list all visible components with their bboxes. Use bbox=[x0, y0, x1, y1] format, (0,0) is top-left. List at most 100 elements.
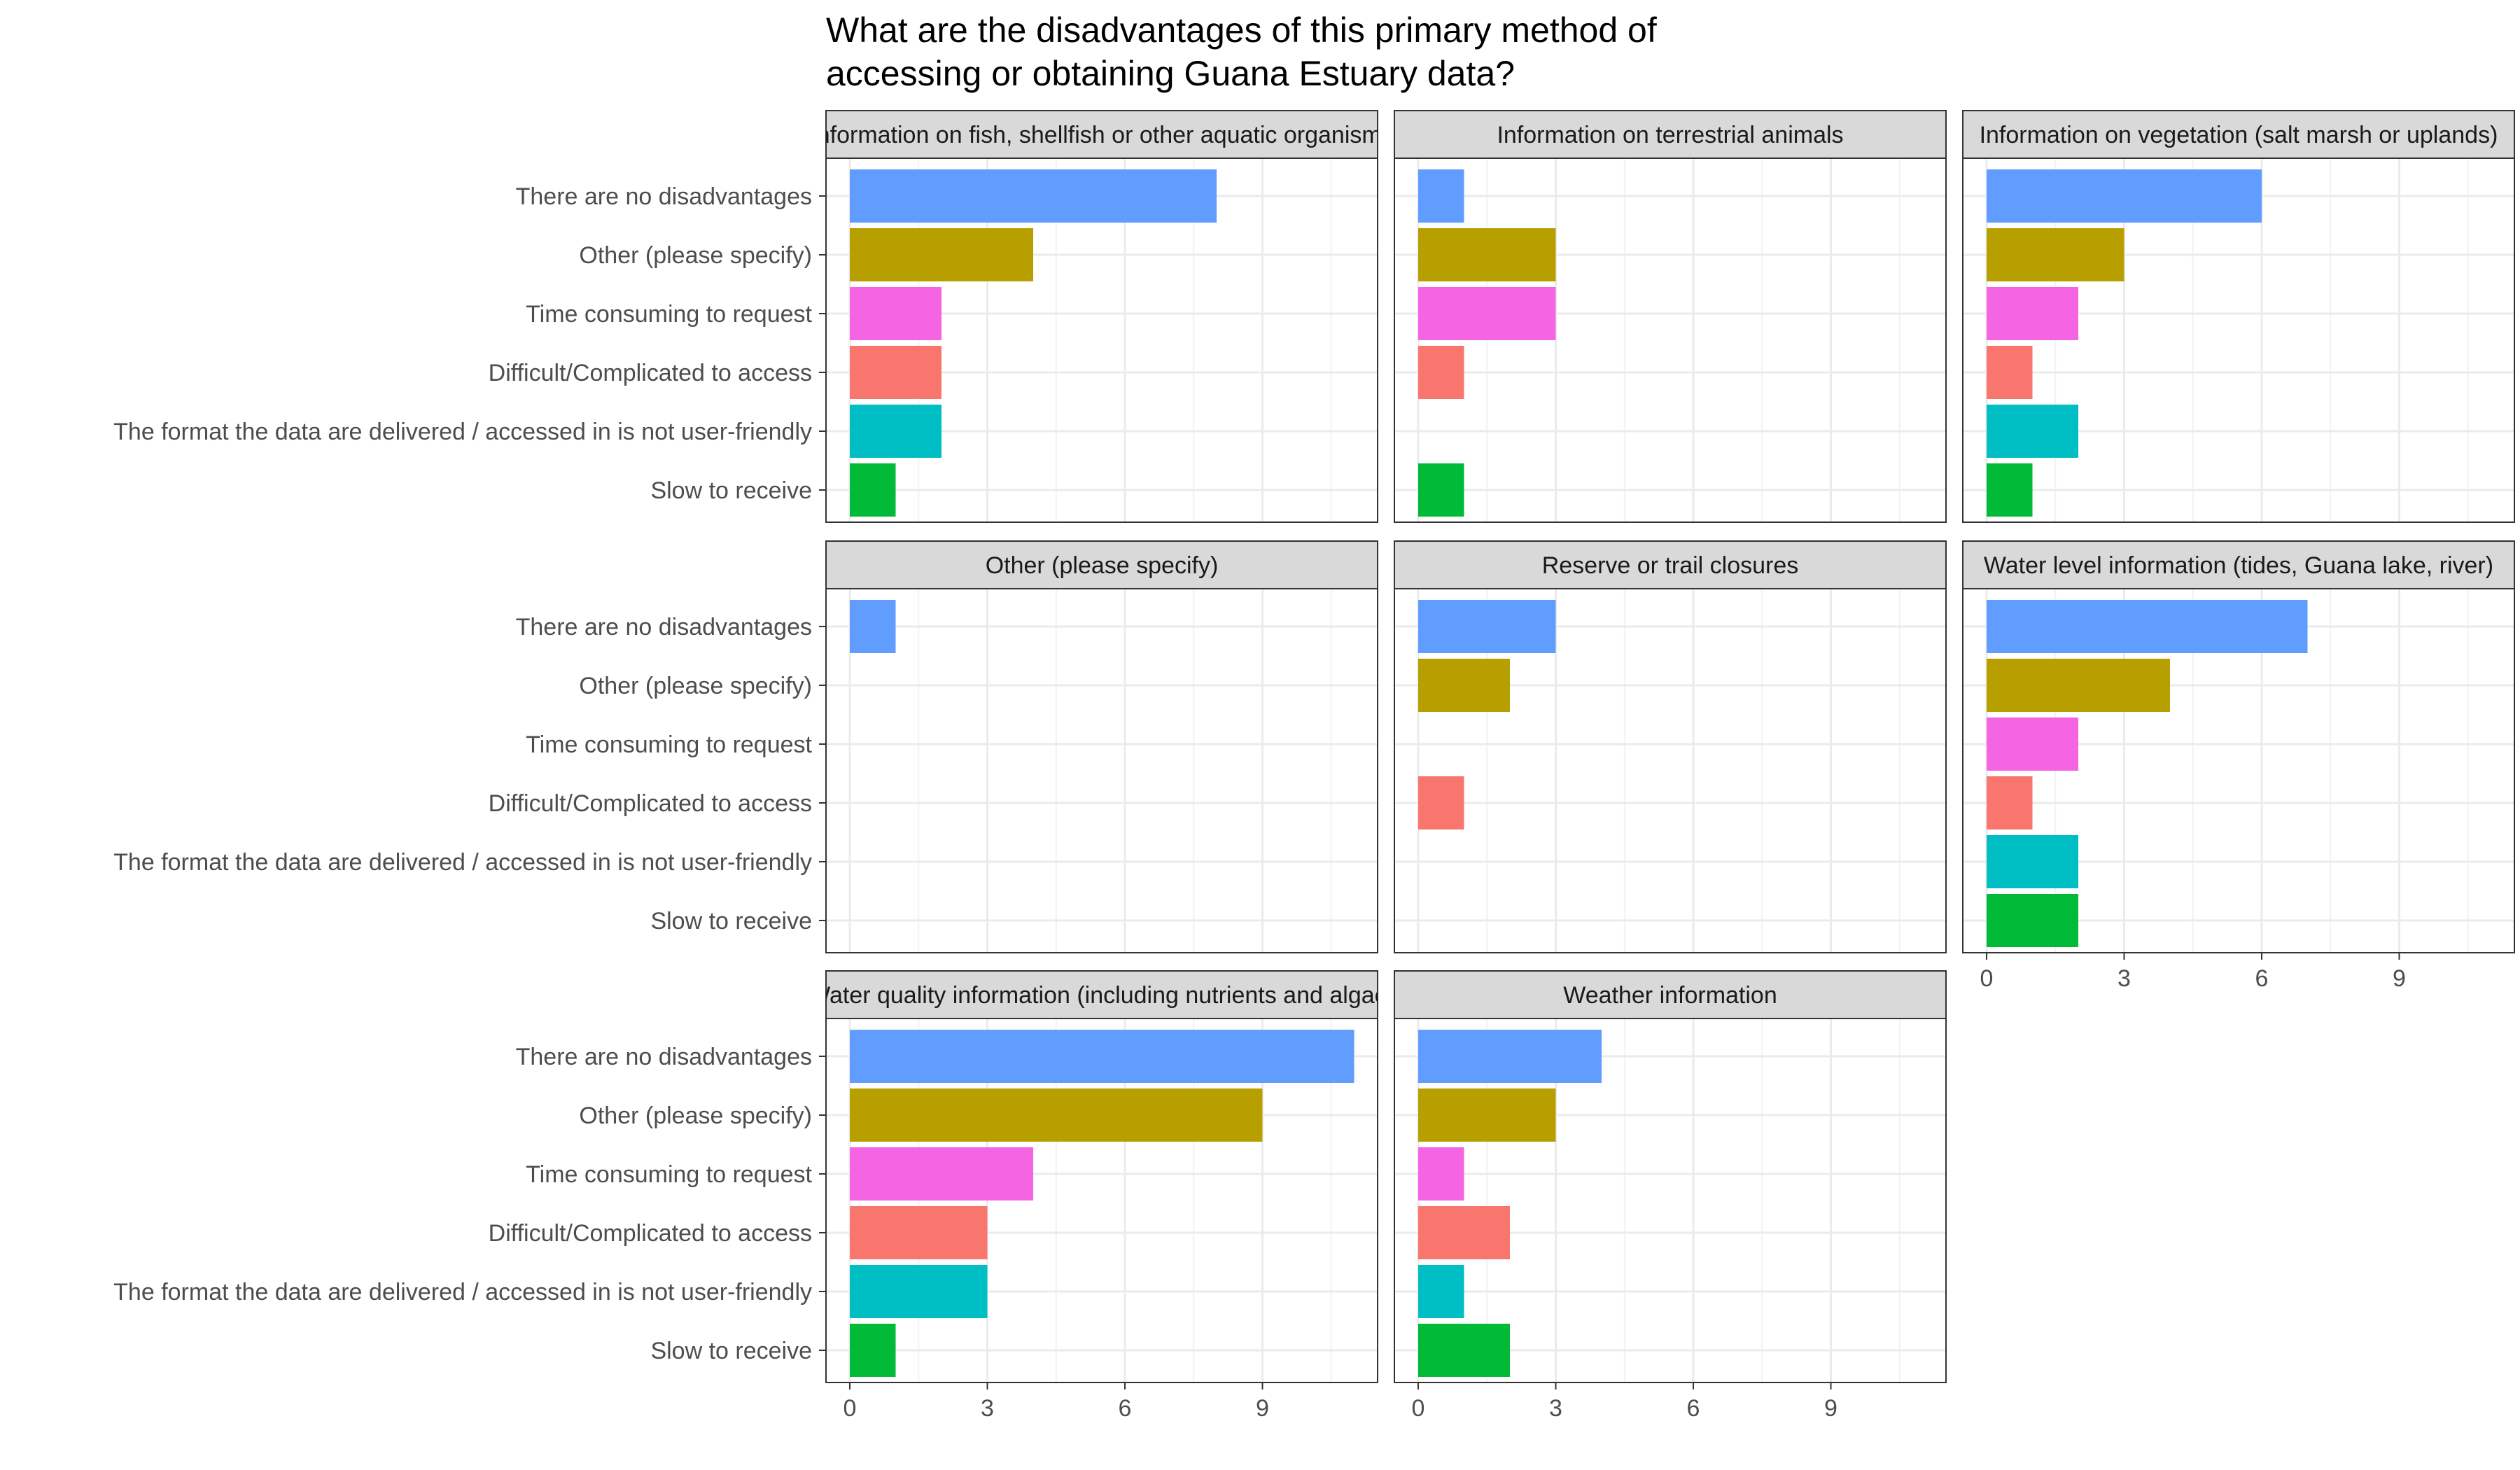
bar-the-format-the-data-are-delivered-accessed-in-is-not-user-friendly bbox=[1987, 405, 2078, 458]
facet-strip-label: Weather information bbox=[1563, 982, 1777, 1009]
y-axis-label: Difficult/Complicated to access bbox=[489, 1220, 812, 1247]
x-axis-tick-label: 3 bbox=[981, 1395, 994, 1422]
x-axis-tick-label: 0 bbox=[1980, 965, 1994, 992]
x-axis-tick-label: 0 bbox=[1412, 1395, 1425, 1422]
panel-border bbox=[825, 1018, 1378, 1383]
facet-panel-water-quality-information-including-nutrients-and-algae: Water quality information (including nut… bbox=[113, 970, 1396, 1422]
bar-the-format-the-data-are-delivered-accessed-in-is-not-user-friendly bbox=[1987, 835, 2078, 888]
bar-there-are-no-disadvantages bbox=[850, 169, 1217, 223]
bar-there-are-no-disadvantages bbox=[1418, 1030, 1602, 1083]
y-axis-label: Other (please specify) bbox=[579, 673, 812, 699]
facet-panel-other-please-specify: Other (please specify) There are no disad… bbox=[113, 540, 1378, 953]
y-axis-label: Slow to receive bbox=[650, 908, 812, 934]
bar-there-are-no-disadvantages bbox=[1418, 600, 1556, 653]
x-axis-tick-label: 9 bbox=[2393, 965, 2406, 992]
bar-there-are-no-disadvantages bbox=[850, 1030, 1354, 1083]
bar-other-please-specify bbox=[850, 1088, 1263, 1142]
facet-panels: Information on fish, shellfish or other … bbox=[113, 110, 2515, 1422]
bar-other-please-specify bbox=[1418, 1088, 1556, 1142]
panel-border bbox=[825, 158, 1378, 523]
bar-difficult-complicated-to-access bbox=[1418, 776, 1464, 830]
y-axis-label: Other (please specify) bbox=[579, 1102, 812, 1129]
bar-the-format-the-data-are-delivered-accessed-in-is-not-user-friendly bbox=[850, 1265, 988, 1318]
bar-there-are-no-disadvantages bbox=[850, 600, 896, 653]
facet-panel-information-on-terrestrial-animals: Information on terrestrial animals bbox=[1394, 110, 1947, 523]
bar-other-please-specify bbox=[1987, 228, 2124, 281]
bar-time-consuming-to-request bbox=[1987, 718, 2078, 771]
facet-strip-label: Water quality information (including nut… bbox=[808, 982, 1396, 1009]
bar-difficult-complicated-to-access bbox=[1418, 346, 1464, 399]
y-axis-label: Time consuming to request bbox=[526, 301, 812, 328]
panel-border bbox=[1394, 588, 1947, 953]
x-axis-tick-label: 3 bbox=[1549, 1395, 1562, 1422]
facet-panel-information-on-vegetation-salt-marsh-or-uplands: Information on vegetation (salt marsh or… bbox=[1962, 110, 2515, 523]
bar-difficult-complicated-to-access bbox=[850, 346, 941, 399]
x-axis-tick-label: 6 bbox=[1119, 1395, 1132, 1422]
x-axis-tick-label: 0 bbox=[844, 1395, 857, 1422]
facet-strip-label: Information on fish, shellfish or other … bbox=[810, 122, 1393, 148]
bar-time-consuming-to-request bbox=[850, 287, 941, 340]
facet-strip-label: Information on terrestrial animals bbox=[1497, 122, 1843, 148]
y-axis-label: Slow to receive bbox=[650, 1338, 812, 1364]
panel-border bbox=[1394, 158, 1947, 523]
facet-panel-weather-information: Weather information 0 3 6 9 bbox=[1394, 970, 1947, 1422]
bar-there-are-no-disadvantages bbox=[1987, 169, 2262, 223]
facet-strip bbox=[1394, 110, 1947, 159]
bar-difficult-complicated-to-access bbox=[850, 1206, 988, 1259]
y-axis-label: There are no disadvantages bbox=[516, 183, 812, 210]
y-axis-label: The format the data are delivered / acce… bbox=[113, 419, 812, 445]
bar-difficult-complicated-to-access bbox=[1987, 346, 2033, 399]
y-axis-label: Time consuming to request bbox=[526, 732, 812, 758]
chart-title-line-1: What are the disadvantages of this prima… bbox=[826, 10, 1657, 50]
facet-panel-reserve-or-trail-closures: Reserve or trail closures bbox=[1394, 540, 1947, 953]
panel-border bbox=[825, 588, 1378, 953]
bar-difficult-complicated-to-access bbox=[1987, 776, 2033, 830]
y-axis-label: Difficult/Complicated to access bbox=[489, 790, 812, 817]
bar-slow-to-receive bbox=[850, 1324, 896, 1377]
bar-time-consuming-to-request bbox=[1987, 287, 2078, 340]
facet-strip-label: Information on vegetation (salt marsh or… bbox=[1980, 122, 2498, 148]
facet-strip bbox=[1962, 540, 2515, 589]
bar-difficult-complicated-to-access bbox=[1418, 1206, 1510, 1259]
y-axis-label: The format the data are delivered / acce… bbox=[113, 849, 812, 876]
facet-strip bbox=[825, 970, 1378, 1019]
bar-slow-to-receive bbox=[850, 463, 896, 517]
panel-border bbox=[1962, 158, 2515, 523]
y-axis-label: There are no disadvantages bbox=[516, 1044, 812, 1070]
chart-title-line-2: accessing or obtaining Guana Estuary dat… bbox=[826, 54, 1515, 93]
x-axis-tick-label: 9 bbox=[1256, 1395, 1269, 1422]
x-axis-tick-label: 6 bbox=[1687, 1395, 1700, 1422]
panel-border bbox=[1394, 1018, 1947, 1383]
bar-time-consuming-to-request bbox=[850, 1147, 1033, 1200]
facet-strip bbox=[825, 540, 1378, 589]
bar-other-please-specify bbox=[1418, 659, 1510, 712]
facet-strip-label: Reserve or trail closures bbox=[1542, 552, 1799, 579]
x-axis-tick-label: 9 bbox=[1824, 1395, 1837, 1422]
facet-strip bbox=[1394, 970, 1947, 1019]
bar-slow-to-receive bbox=[1418, 463, 1464, 517]
bar-the-format-the-data-are-delivered-accessed-in-is-not-user-friendly bbox=[1418, 1265, 1464, 1318]
y-axis-label: Slow to receive bbox=[650, 477, 812, 504]
x-axis-tick-label: 3 bbox=[2118, 965, 2131, 992]
facet-panel-information-on-fish-shellfish-or-other-aquatic-organisms: Information on fish, shellfish or other … bbox=[113, 110, 1393, 523]
facet-strip-label: Water level information (tides, Guana la… bbox=[1984, 552, 2493, 579]
y-axis-label: Other (please specify) bbox=[579, 242, 812, 269]
bar-time-consuming-to-request bbox=[1418, 1147, 1464, 1200]
bar-other-please-specify bbox=[1418, 228, 1556, 281]
bar-other-please-specify bbox=[850, 228, 1033, 281]
panel-plot-area bbox=[826, 589, 1378, 953]
bar-other-please-specify bbox=[1987, 659, 2170, 712]
y-axis-label: Time consuming to request bbox=[526, 1161, 812, 1188]
facet-panel-water-level-information-tides-guana-lake-river: Water level information (tides, Guana la… bbox=[1962, 540, 2515, 992]
facet-strip bbox=[825, 110, 1378, 159]
bar-time-consuming-to-request bbox=[1418, 287, 1556, 340]
facet-strip bbox=[1962, 110, 2515, 159]
bar-there-are-no-disadvantages bbox=[1418, 169, 1464, 223]
y-axis-label: Difficult/Complicated to access bbox=[489, 360, 812, 386]
y-axis-label: There are no disadvantages bbox=[516, 614, 812, 640]
bar-the-format-the-data-are-delivered-accessed-in-is-not-user-friendly bbox=[850, 405, 941, 458]
facet-strip-label: Other (please specify) bbox=[986, 552, 1219, 579]
facet-strip bbox=[1394, 540, 1947, 589]
y-axis-label: The format the data are delivered / acce… bbox=[113, 1279, 812, 1306]
